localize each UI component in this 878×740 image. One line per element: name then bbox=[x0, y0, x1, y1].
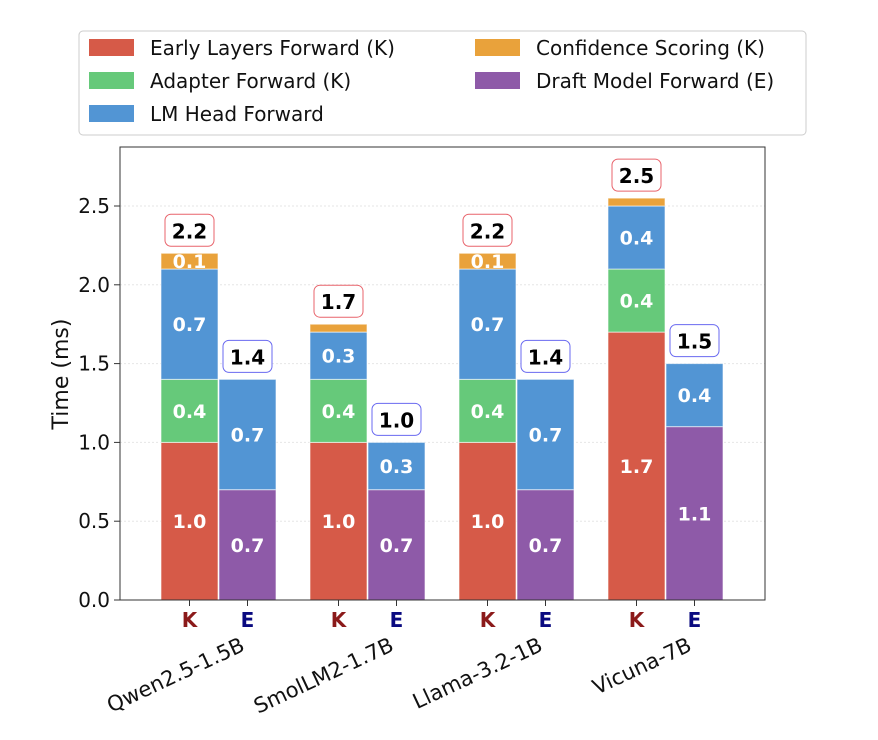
y-tick-label: 0.0 bbox=[78, 588, 110, 612]
legend-label: Early Layers Forward (K) bbox=[150, 36, 395, 60]
legend-swatch bbox=[89, 105, 134, 122]
segment-label: 0.7 bbox=[529, 425, 563, 447]
category-label: Llama-3.2-1B bbox=[409, 633, 546, 714]
bar-kind-label: K bbox=[629, 608, 646, 632]
segment-label: 0.4 bbox=[173, 401, 207, 423]
bar-segment bbox=[458, 268, 517, 380]
bar-segment bbox=[665, 426, 724, 601]
bar-kind-label: E bbox=[539, 608, 553, 632]
segment-label: 1.0 bbox=[173, 511, 207, 533]
segment-label: 1.1 bbox=[678, 503, 712, 525]
total-label: 1.5 bbox=[677, 330, 712, 354]
bar-segment bbox=[309, 323, 368, 333]
segment-label: 0.4 bbox=[620, 291, 654, 313]
total-label-box bbox=[669, 324, 720, 358]
y-tick-label: 1.5 bbox=[78, 352, 110, 376]
bars: 1.0 0.4 0.7 0.1 2.2 0.7 0.7 1.4 1.0 0.4 0.3 1.7 0.7 0… bbox=[160, 158, 724, 601]
legend-swatch bbox=[89, 72, 134, 89]
bar-kind-label: K bbox=[182, 608, 199, 632]
segment-label: 0.4 bbox=[471, 401, 505, 423]
segment-label: 0.7 bbox=[173, 314, 207, 336]
bar-segment bbox=[458, 378, 517, 443]
total-label-box bbox=[462, 213, 513, 247]
bar-segment bbox=[367, 489, 426, 601]
segment-label: 1.0 bbox=[471, 511, 505, 533]
bar-segment bbox=[309, 441, 368, 601]
y-axis-label: Time (ms) bbox=[49, 319, 74, 431]
bar-segment bbox=[607, 197, 666, 207]
total-label: 2.5 bbox=[619, 164, 654, 188]
segment-label: 0.7 bbox=[471, 314, 505, 336]
y-axis: 0.0 0.5 1.0 1.5 2.0 2.5 bbox=[78, 194, 120, 612]
total-label: 1.0 bbox=[379, 408, 414, 432]
bar-segment bbox=[458, 252, 517, 270]
category-label: Qwen2.5-1.5B bbox=[103, 633, 248, 718]
segment-label: 1.7 bbox=[620, 456, 654, 478]
segment-label: 0.4 bbox=[678, 385, 712, 407]
bar-segment bbox=[665, 363, 724, 428]
total-label: 2.2 bbox=[470, 219, 505, 243]
segment-label: 0.3 bbox=[322, 346, 356, 368]
total-label: 1.4 bbox=[528, 345, 563, 369]
y-tick-label: 1.0 bbox=[78, 430, 110, 454]
bar-kind-label: E bbox=[390, 608, 404, 632]
bar-segment bbox=[607, 331, 666, 601]
bar-segment bbox=[309, 331, 368, 380]
legend-swatch bbox=[89, 39, 134, 56]
bar-kind-label: E bbox=[241, 608, 255, 632]
total-label-box bbox=[313, 284, 364, 318]
segment-label: 0.7 bbox=[231, 425, 265, 447]
bar-kind-label: E bbox=[688, 608, 702, 632]
legend-label: Confidence Scoring (K) bbox=[536, 36, 765, 60]
bar-segment bbox=[160, 441, 219, 601]
bar-segment bbox=[516, 378, 575, 491]
segment-label: 0.7 bbox=[529, 535, 563, 557]
category-label: SmolLM2-1.7B bbox=[250, 633, 397, 719]
total-label-box bbox=[611, 158, 662, 192]
segment-label: 0.4 bbox=[322, 401, 356, 423]
y-tick-label: 2.5 bbox=[78, 194, 110, 218]
segment-label: 0.7 bbox=[380, 535, 414, 557]
total-label-box bbox=[222, 339, 273, 373]
plot-frame bbox=[119, 146, 766, 601]
bar-segment bbox=[458, 441, 517, 601]
bar-segment bbox=[607, 205, 666, 270]
segment-label: 0.4 bbox=[620, 228, 654, 250]
legend-label: Draft Model Forward (E) bbox=[536, 69, 774, 93]
segment-label: 0.7 bbox=[231, 535, 265, 557]
segment-label: 0.3 bbox=[380, 456, 414, 478]
segment-label: 0.1 bbox=[471, 251, 505, 273]
legend-swatch bbox=[475, 39, 520, 56]
y-tick-label: 2.0 bbox=[78, 273, 110, 297]
legend-label: LM Head Forward bbox=[150, 102, 324, 126]
legend-swatch bbox=[475, 72, 520, 89]
total-label-box bbox=[520, 339, 571, 373]
bar-segment bbox=[160, 252, 219, 270]
total-label-box bbox=[371, 402, 422, 436]
segment-label: 0.1 bbox=[173, 251, 207, 273]
legend-box bbox=[78, 30, 807, 136]
bar-segment bbox=[218, 378, 277, 491]
category-label: Vicuna-7B bbox=[589, 633, 695, 700]
bar-segment bbox=[309, 378, 368, 443]
bar-segment bbox=[367, 441, 426, 491]
segment-label: 1.0 bbox=[322, 511, 356, 533]
bar-kind-label: K bbox=[331, 608, 348, 632]
total-label-box bbox=[164, 213, 215, 247]
bar-segment bbox=[218, 489, 277, 601]
bar-segment bbox=[516, 489, 575, 601]
total-label: 1.7 bbox=[321, 290, 356, 314]
total-label: 2.2 bbox=[172, 219, 207, 243]
y-tick-label: 0.5 bbox=[78, 509, 110, 533]
legend: Early Layers Forward (K) Confidence Scori… bbox=[78, 30, 807, 136]
legend-label: Adapter Forward (K) bbox=[150, 69, 351, 93]
total-label: 1.4 bbox=[230, 345, 265, 369]
bar-segment bbox=[160, 378, 219, 443]
bar-kind-label: K bbox=[480, 608, 497, 632]
